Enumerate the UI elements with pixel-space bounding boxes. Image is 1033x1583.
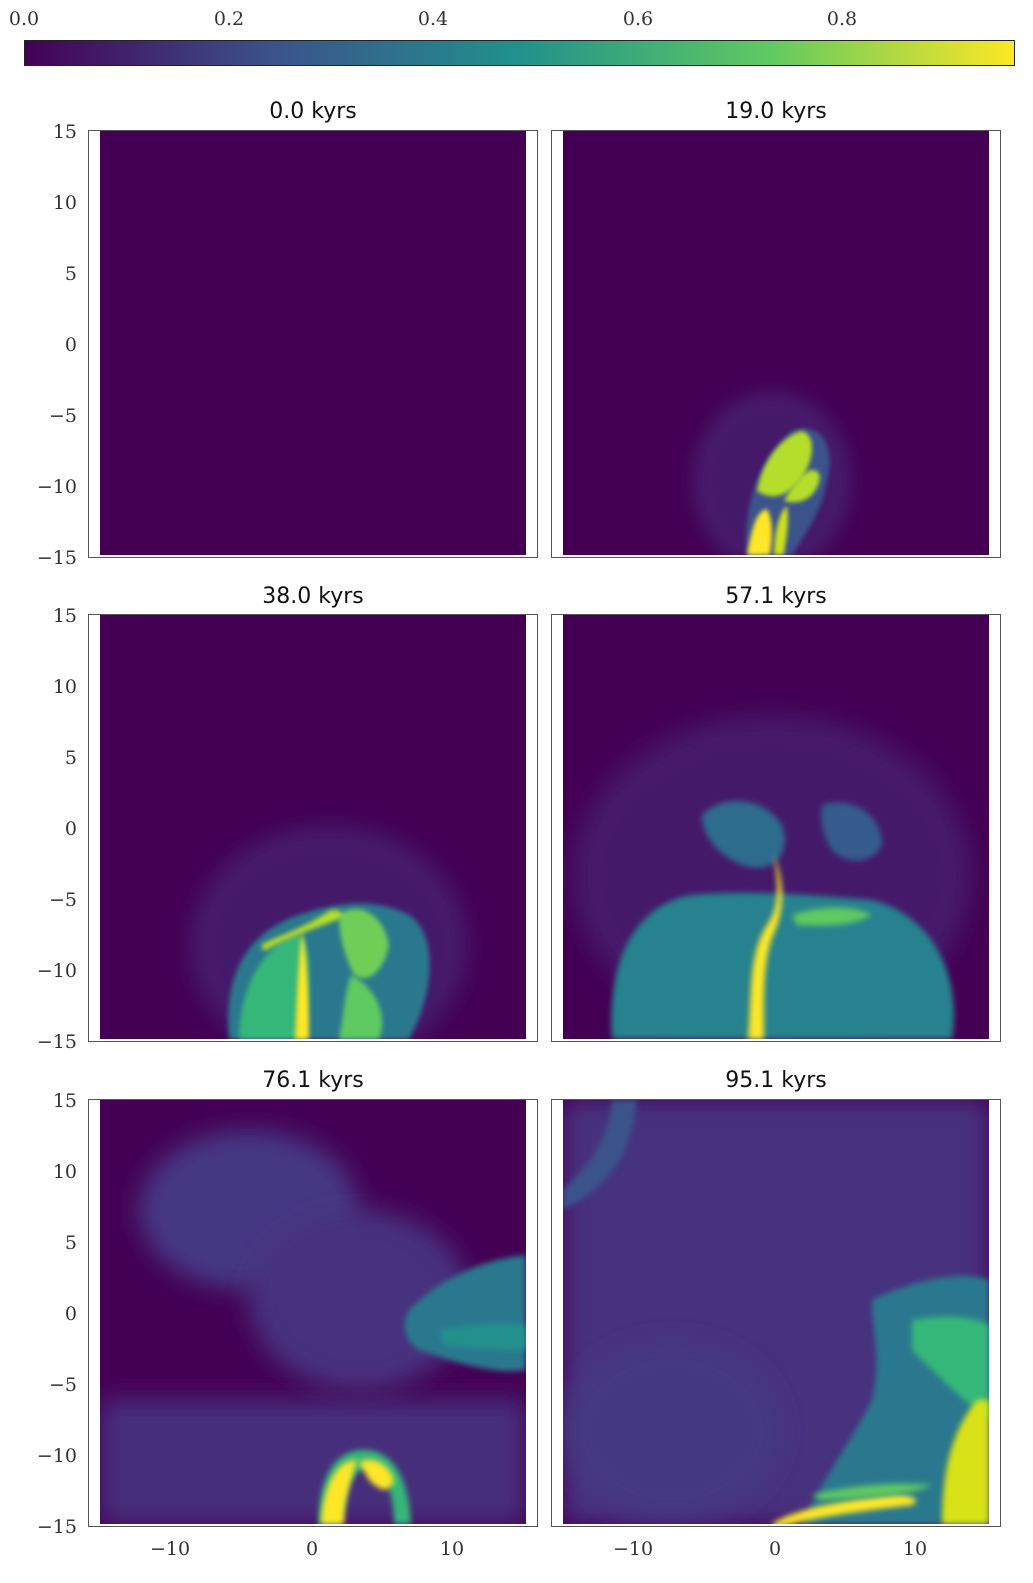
- y-tick: 0: [64, 334, 77, 356]
- heatmap-panel-1: [551, 130, 1001, 558]
- panel-title: 19.0 kyrs: [725, 99, 827, 124]
- panel-title: 95.1 kyrs: [725, 1068, 827, 1093]
- colorbar-tick: 0.6: [622, 8, 654, 30]
- y-tick: 15: [52, 605, 77, 627]
- heatmap-features: [563, 1100, 989, 1524]
- x-tick: −10: [149, 1538, 191, 1560]
- panel-title: 57.1 kyrs: [725, 584, 827, 609]
- y-tick: 0: [64, 818, 77, 840]
- y-tick: −5: [48, 889, 77, 911]
- colorbar: [24, 40, 1015, 66]
- y-tick: 10: [52, 1161, 77, 1183]
- y-tick: 10: [52, 676, 77, 698]
- y-tick: 0: [64, 1303, 77, 1325]
- y-tick: 5: [64, 263, 77, 285]
- heatmap-field: [100, 131, 526, 555]
- heatmap-image: [563, 615, 989, 1039]
- heatmap-image: [563, 131, 989, 555]
- x-tick: 0: [768, 1538, 782, 1560]
- heatmap-panel-5: [551, 1099, 1001, 1527]
- heatmap-panel-0: [88, 130, 538, 558]
- y-tick: 15: [52, 1090, 77, 1112]
- heatmap-image: [100, 615, 526, 1039]
- y-tick: 15: [52, 121, 77, 143]
- panel-title: 76.1 kyrs: [262, 1068, 364, 1093]
- colorbar-tick: 0.0: [8, 8, 40, 30]
- y-tick: −15: [36, 547, 77, 569]
- y-tick: −10: [36, 1445, 77, 1467]
- y-tick: −15: [36, 1516, 77, 1538]
- heatmap-image: [563, 1100, 989, 1524]
- heatmap-features: [572, 715, 972, 1039]
- heatmap-features: [189, 825, 469, 1039]
- heatmap-image: [100, 131, 526, 555]
- y-tick: −5: [48, 405, 77, 427]
- colorbar-tick: 0.2: [213, 8, 245, 30]
- y-tick: 5: [64, 747, 77, 769]
- colorbar-tick: 0.8: [826, 8, 858, 30]
- panel-title: 0.0 kyrs: [269, 99, 357, 124]
- heatmap-features: [692, 391, 852, 555]
- panel-title: 38.0 kyrs: [262, 584, 364, 609]
- y-tick: −10: [36, 476, 77, 498]
- heatmap-image: [100, 1100, 526, 1524]
- colorbar-tick: 0.4: [417, 8, 449, 30]
- x-tick: 10: [902, 1538, 928, 1560]
- heatmap-panel-3: [551, 614, 1001, 1042]
- y-tick: 5: [64, 1232, 77, 1254]
- x-tick: 0: [305, 1538, 319, 1560]
- y-tick: −10: [36, 960, 77, 982]
- heatmap-panel-2: [88, 614, 538, 1042]
- y-tick: −5: [48, 1374, 77, 1396]
- x-tick: 10: [439, 1538, 465, 1560]
- heatmap-features: [100, 1130, 526, 1524]
- heatmap-panel-4: [88, 1099, 538, 1527]
- y-tick: −15: [36, 1031, 77, 1053]
- y-tick: 10: [52, 192, 77, 214]
- x-tick: −10: [612, 1538, 654, 1560]
